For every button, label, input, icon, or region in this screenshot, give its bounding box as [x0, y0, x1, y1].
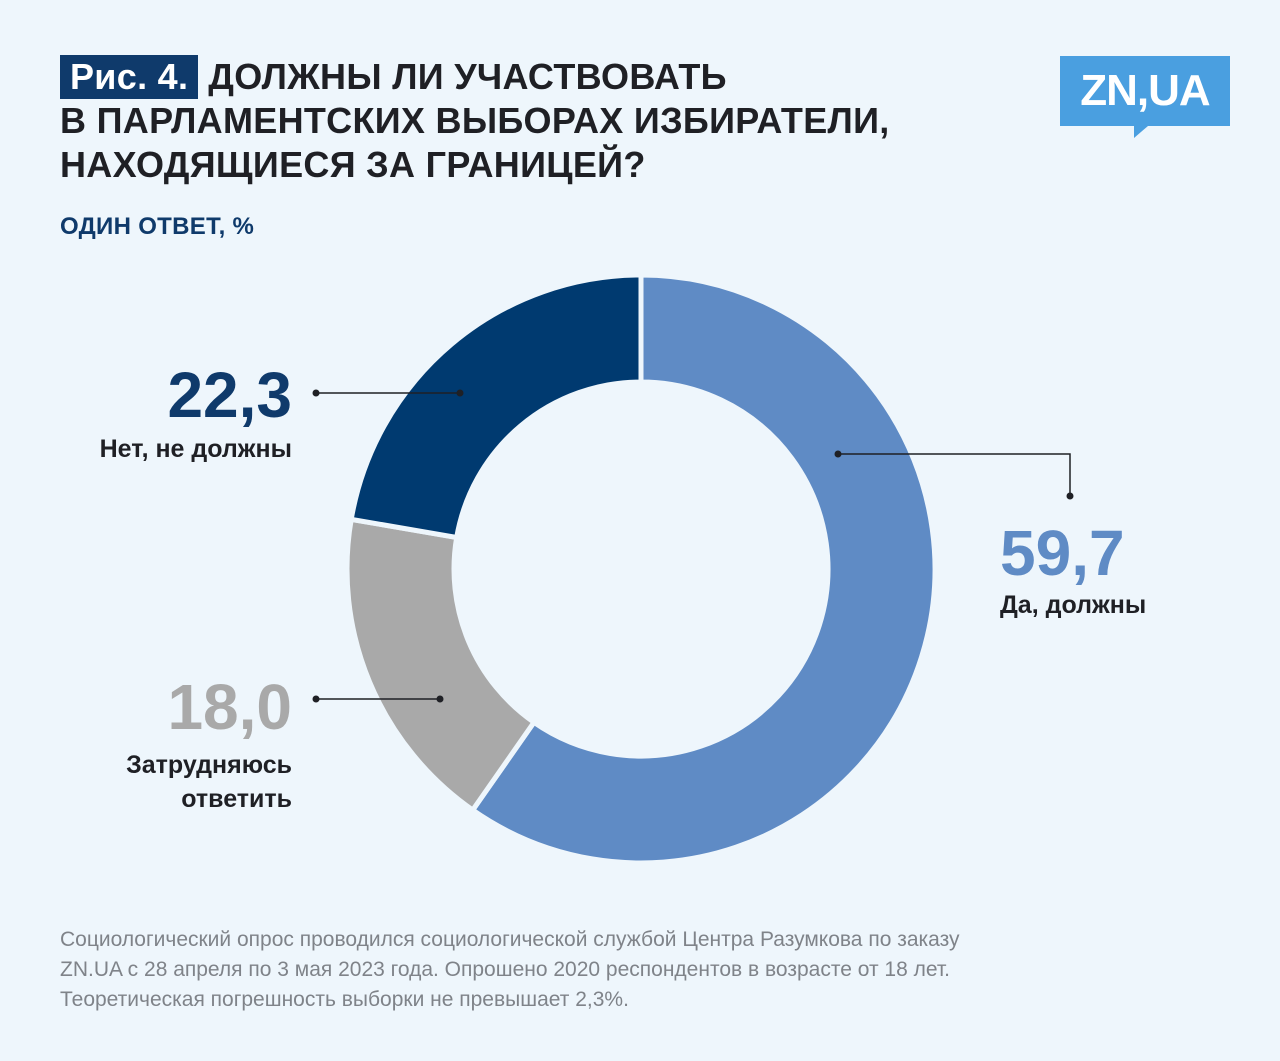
title-line-1: Рис. 4. ДОЛЖНЫ ЛИ УЧАСТВОВАТЬ	[60, 55, 1020, 99]
leader-dot	[834, 450, 842, 458]
figure-number-badge: Рис. 4.	[60, 55, 199, 99]
source-note-line-3: Теоретическая погрешность выборки не пре…	[60, 988, 629, 1011]
title-line-2: В ПАРЛАМЕНТСКИХ ВЫБОРАХ ИЗБИРАТЕЛИ,	[60, 100, 890, 141]
slice-no	[348, 272, 644, 541]
source-note: Социологический опрос проводился социоло…	[60, 925, 1210, 1015]
logo-speech-bubble-icon	[1060, 56, 1230, 138]
slice-label-no: 22,3 Нет, не должны	[40, 360, 292, 466]
slice-undecided	[344, 516, 538, 814]
slice-category-undecided-line1: Затрудняюсь	[126, 751, 292, 779]
leader-dot	[1066, 492, 1074, 500]
leader-dot	[456, 389, 464, 397]
leader-line-yes	[838, 453, 1071, 496]
zn-ua-logo: ZN,UA	[1060, 56, 1230, 138]
leader-dot	[312, 389, 320, 397]
leader-dot	[312, 695, 320, 703]
slice-value-yes: 59,7	[1000, 517, 1125, 589]
slice-value-no: 22,3	[167, 359, 292, 431]
slice-category-yes: Да, должны	[1000, 591, 1147, 619]
leader-dot	[436, 695, 444, 703]
slice-label-undecided: 18,0 Затрудняюсь ответить	[40, 672, 292, 816]
source-note-line-1: Социологический опрос проводился социоло…	[60, 928, 960, 951]
chart-subtitle: ОДИН ОТВЕТ, %	[60, 213, 255, 240]
slice-label-yes: 59,7 Да, должны	[1000, 518, 1220, 622]
source-note-line-2: ZN.UA с 28 апреля по 3 мая 2023 года. Оп…	[60, 958, 950, 981]
logo-text: ZN,UA	[1080, 66, 1210, 115]
slice-category-undecided-line2: ответить	[181, 785, 292, 813]
title-text-1: ДОЛЖНЫ ЛИ УЧАСТВОВАТЬ	[208, 56, 727, 97]
slice-category-no: Нет, не должны	[99, 435, 292, 463]
slice-yes	[469, 272, 938, 866]
chart-title: Рис. 4. ДОЛЖНЫ ЛИ УЧАСТВОВАТЬ В ПАРЛАМЕНТ…	[60, 55, 1020, 187]
slice-value-undecided: 18,0	[167, 671, 292, 743]
title-line-3: НАХОДЯЩИЕСЯ ЗА ГРАНИЦЕЙ?	[60, 144, 646, 185]
